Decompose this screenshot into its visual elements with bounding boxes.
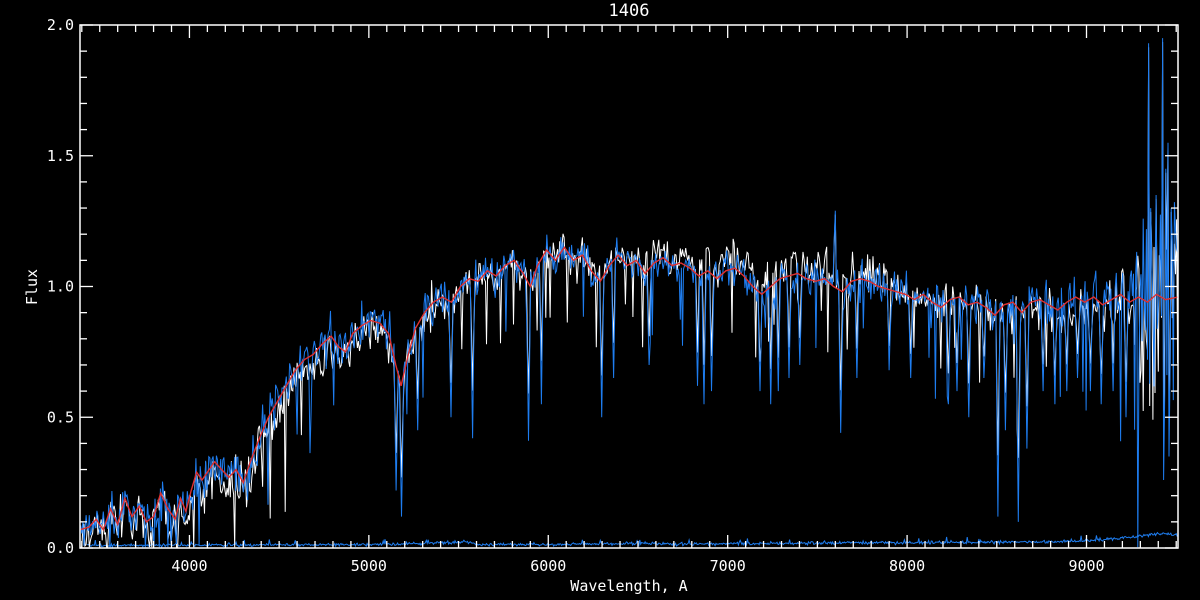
y-tick-label: 1.5: [47, 147, 74, 165]
x-tick-labels: 4000 5000 6000 7000 8000 9000: [171, 557, 1104, 575]
chart-title: 1406: [609, 1, 650, 21]
y-tick-label: 1.0: [47, 278, 74, 296]
x-tick-label: 9000: [1068, 557, 1104, 575]
axis-ticks: [80, 24, 1178, 549]
x-tick-label: 4000: [171, 557, 207, 575]
y-axis-label: Flux: [23, 269, 41, 305]
x-axis-label: Wavelength, A: [570, 577, 687, 595]
y-tick-label: 2.0: [47, 16, 74, 34]
y-tick-label: 0.5: [47, 408, 74, 426]
x-tick-label: 7000: [710, 557, 746, 575]
y-tick-labels: 0.0 0.5 1.0 1.5 2.0: [47, 16, 74, 557]
x-tick-label: 5000: [351, 557, 387, 575]
template-fit-line: [80, 246, 1178, 532]
x-tick-label: 6000: [530, 557, 566, 575]
x-tick-label: 8000: [889, 557, 925, 575]
y-tick-label: 0.0: [47, 539, 74, 557]
